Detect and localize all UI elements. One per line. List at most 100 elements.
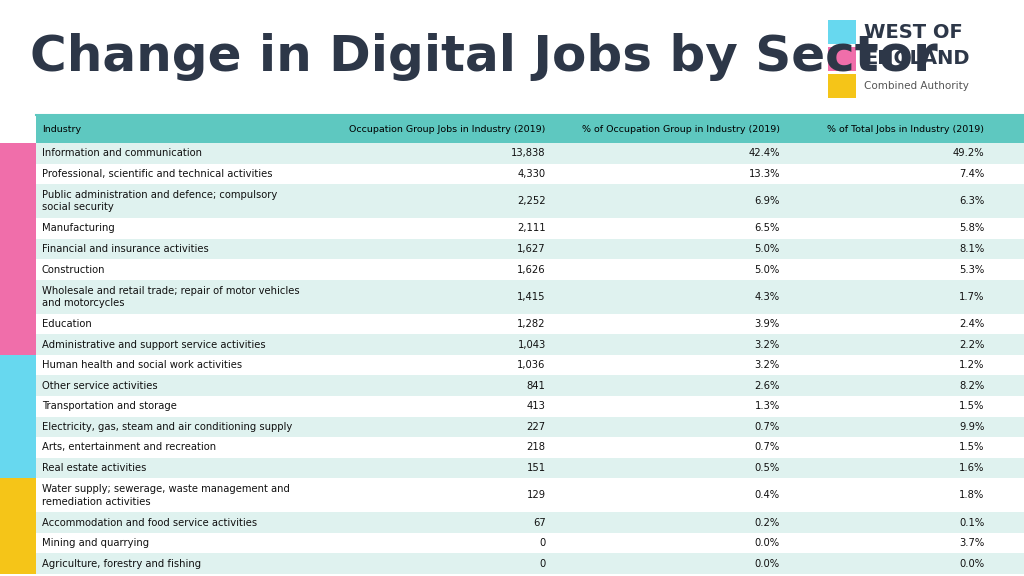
Bar <box>36 533 1024 554</box>
Text: Accommodation and food service activities: Accommodation and food service activitie… <box>42 518 257 528</box>
Bar <box>36 334 1024 355</box>
Text: 13.3%: 13.3% <box>749 169 780 179</box>
Text: 42.4%: 42.4% <box>749 148 780 158</box>
Bar <box>0 376 36 396</box>
Text: Real estate activities: Real estate activities <box>42 463 146 473</box>
Text: 227: 227 <box>526 422 546 432</box>
Text: Transportation and storage: Transportation and storage <box>42 401 177 411</box>
Text: 3.9%: 3.9% <box>755 319 780 329</box>
Text: 4,330: 4,330 <box>517 169 546 179</box>
Text: Human health and social work activities: Human health and social work activities <box>42 360 242 370</box>
Text: 4.3%: 4.3% <box>755 292 780 302</box>
Text: Arts, entertainment and recreation: Arts, entertainment and recreation <box>42 442 216 453</box>
Bar <box>36 478 1024 512</box>
Text: 2,111: 2,111 <box>517 223 546 233</box>
Text: Agriculture, forestry and fishing: Agriculture, forestry and fishing <box>42 559 201 569</box>
Text: Information and communication: Information and communication <box>42 148 202 158</box>
Text: Mining and quarrying: Mining and quarrying <box>42 538 150 548</box>
Text: Other service activities: Other service activities <box>42 381 158 391</box>
Bar <box>36 458 1024 478</box>
Bar <box>36 259 1024 280</box>
Bar <box>36 314 1024 334</box>
Bar <box>0 238 36 259</box>
Bar <box>0 416 36 437</box>
Text: Industry: Industry <box>42 124 81 134</box>
Text: 0.4%: 0.4% <box>755 490 780 501</box>
Bar <box>36 376 1024 396</box>
Text: 1,627: 1,627 <box>517 244 546 254</box>
Bar <box>828 47 856 71</box>
Text: Administrative and support service activities: Administrative and support service activ… <box>42 340 265 350</box>
Text: 1.5%: 1.5% <box>959 401 984 411</box>
Text: 841: 841 <box>527 381 546 391</box>
Text: 1,282: 1,282 <box>517 319 546 329</box>
Text: 3.2%: 3.2% <box>755 340 780 350</box>
Bar <box>36 143 1024 164</box>
Bar <box>828 74 856 98</box>
Text: 6.3%: 6.3% <box>959 196 984 206</box>
Text: Professional, scientific and technical activities: Professional, scientific and technical a… <box>42 169 272 179</box>
Text: 0.1%: 0.1% <box>959 518 984 528</box>
Text: 0.7%: 0.7% <box>755 422 780 432</box>
Text: 1.7%: 1.7% <box>959 292 984 302</box>
Text: 6.9%: 6.9% <box>755 196 780 206</box>
Text: 151: 151 <box>526 463 546 473</box>
Text: 1.5%: 1.5% <box>959 442 984 453</box>
Text: 1,626: 1,626 <box>517 264 546 275</box>
Text: % of Occupation Group in Industry (2019): % of Occupation Group in Industry (2019) <box>582 124 780 134</box>
Text: 1,415: 1,415 <box>517 292 546 302</box>
Text: Water supply; sewerage, waste management and
remediation activities: Water supply; sewerage, waste management… <box>42 484 290 506</box>
Text: 5.0%: 5.0% <box>755 264 780 275</box>
Bar <box>0 437 36 458</box>
Bar <box>0 143 36 164</box>
Bar <box>36 416 1024 437</box>
Bar <box>0 533 36 554</box>
Bar <box>0 314 36 334</box>
Text: 0.0%: 0.0% <box>959 559 984 569</box>
Bar <box>36 164 1024 184</box>
Bar <box>36 554 1024 574</box>
Text: 218: 218 <box>526 442 546 453</box>
Text: 67: 67 <box>532 518 546 528</box>
Bar <box>0 184 36 218</box>
Bar <box>0 355 36 376</box>
Bar <box>0 218 36 238</box>
Text: 49.2%: 49.2% <box>952 148 984 158</box>
Text: 5.8%: 5.8% <box>959 223 984 233</box>
Text: Wholesale and retail trade; repair of motor vehicles
and motorcycles: Wholesale and retail trade; repair of mo… <box>42 286 300 308</box>
Text: 5.0%: 5.0% <box>755 244 780 254</box>
Text: Education: Education <box>42 319 92 329</box>
Bar <box>828 20 856 44</box>
Bar <box>0 396 36 416</box>
Text: Financial and insurance activities: Financial and insurance activities <box>42 244 209 254</box>
Text: 2.2%: 2.2% <box>959 340 984 350</box>
Bar <box>0 164 36 184</box>
Text: 2.4%: 2.4% <box>959 319 984 329</box>
Text: 13,838: 13,838 <box>511 148 546 158</box>
Bar <box>0 512 36 533</box>
Bar <box>0 259 36 280</box>
Text: Electricity, gas, steam and air conditioning supply: Electricity, gas, steam and air conditio… <box>42 422 292 432</box>
Text: 1,036: 1,036 <box>517 360 546 370</box>
Text: 1.3%: 1.3% <box>755 401 780 411</box>
Text: 0.0%: 0.0% <box>755 538 780 548</box>
Text: 1,043: 1,043 <box>517 340 546 350</box>
Text: 129: 129 <box>526 490 546 501</box>
Text: 8.1%: 8.1% <box>959 244 984 254</box>
Text: 8.2%: 8.2% <box>959 381 984 391</box>
Bar <box>0 280 36 314</box>
Bar <box>0 458 36 478</box>
Text: 9.9%: 9.9% <box>959 422 984 432</box>
Bar <box>0 334 36 355</box>
Text: 2.6%: 2.6% <box>755 381 780 391</box>
Text: 413: 413 <box>527 401 546 411</box>
Bar <box>36 280 1024 314</box>
Text: 0: 0 <box>540 538 546 548</box>
Text: Public administration and defence; compulsory
social security: Public administration and defence; compu… <box>42 190 278 213</box>
Text: Change in Digital Jobs by Sector: Change in Digital Jobs by Sector <box>30 33 938 81</box>
Text: 0.5%: 0.5% <box>755 463 780 473</box>
Text: Manufacturing: Manufacturing <box>42 223 115 233</box>
Bar <box>36 355 1024 376</box>
Bar <box>36 218 1024 238</box>
Bar <box>36 238 1024 259</box>
